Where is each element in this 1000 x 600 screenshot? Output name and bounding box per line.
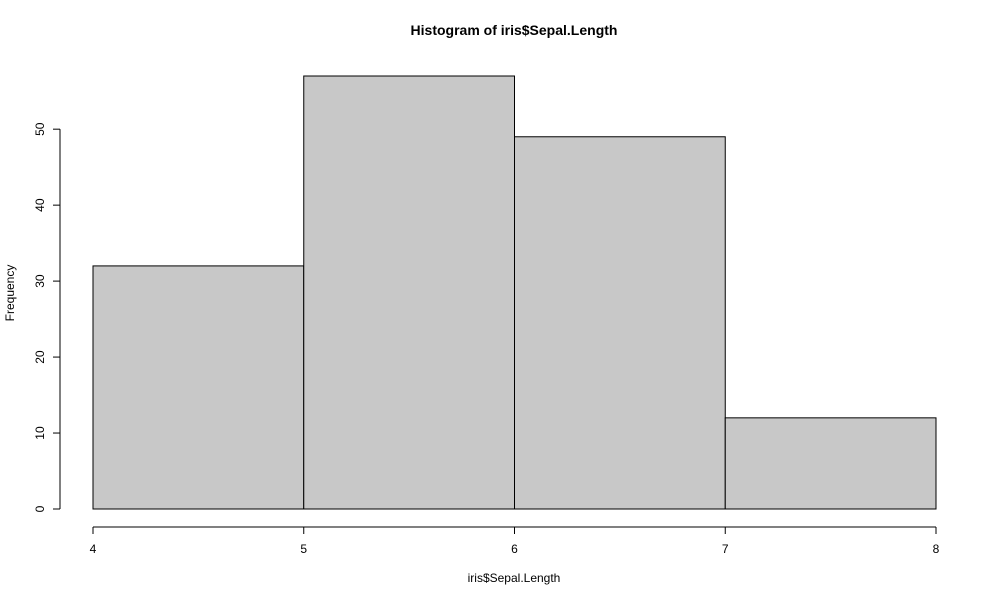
y-axis-title: Frequency <box>3 265 17 322</box>
x-tick-label: 4 <box>90 542 97 556</box>
x-axis-title: iris$Sepal.Length <box>468 571 561 585</box>
x-tick-label: 6 <box>511 542 518 556</box>
y-tick-label: 10 <box>33 426 47 440</box>
y-tick-label: 20 <box>33 350 47 364</box>
histogram-bar-3 <box>514 136 726 510</box>
histogram-bar-1 <box>92 265 305 510</box>
y-tick-label: 0 <box>33 505 47 512</box>
y-tick-label: 50 <box>33 122 47 136</box>
chart-title: Histogram of iris$Sepal.Length <box>411 22 618 38</box>
x-tick-label: 7 <box>722 542 729 556</box>
x-tick-label: 5 <box>300 542 307 556</box>
histogram-bar-2 <box>303 75 515 510</box>
plot-area: 0 10 20 30 40 50 4 5 6 7 8 <box>33 75 940 556</box>
histogram-bar-4 <box>724 417 937 510</box>
x-tick-label: 8 <box>933 542 940 556</box>
y-tick-label: 40 <box>33 198 47 212</box>
y-tick-label: 30 <box>33 274 47 288</box>
